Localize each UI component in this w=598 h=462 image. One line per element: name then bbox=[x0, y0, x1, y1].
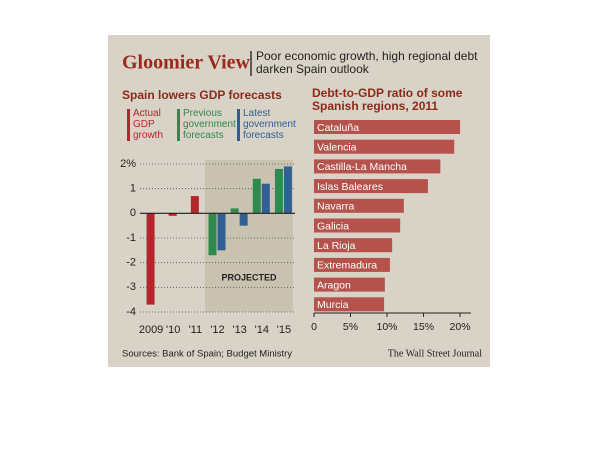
x-tick-label: 15% bbox=[413, 321, 434, 333]
x-tick-label: '15 bbox=[277, 324, 291, 336]
bar bbox=[314, 277, 385, 292]
y-tick-label: -4 bbox=[126, 306, 136, 318]
category-label: Galicia bbox=[317, 220, 349, 232]
x-tick-label: 0 bbox=[311, 321, 317, 333]
y-tick-label: -2 bbox=[126, 257, 136, 269]
chart-title: Debt-to-GDP ratio of some Spanish region… bbox=[312, 86, 463, 114]
credit: The Wall Street Journal bbox=[388, 348, 482, 359]
subtitle: Poor economic growth, high regional debt… bbox=[256, 49, 478, 77]
legend-swatch bbox=[127, 109, 130, 141]
category-label: Navarra bbox=[317, 201, 355, 213]
bar bbox=[314, 238, 393, 253]
bar bbox=[314, 159, 441, 174]
title: Gloomier View bbox=[122, 52, 250, 74]
x-tick-label: '11 bbox=[189, 324, 203, 336]
x-tick-label: '12 bbox=[210, 324, 224, 336]
bar bbox=[314, 120, 461, 134]
bar bbox=[314, 198, 404, 213]
chart-title: Spain lowers GDP forecasts bbox=[122, 88, 282, 102]
bar bbox=[230, 208, 239, 214]
legend-label: Latest government forecasts bbox=[243, 108, 296, 141]
y-tick-label: -1 bbox=[126, 232, 136, 244]
x-tick-label: 10% bbox=[377, 321, 398, 333]
x-tick-label: '10 bbox=[166, 324, 180, 336]
bar bbox=[208, 213, 217, 256]
category-label: Cataluña bbox=[317, 122, 359, 134]
bar bbox=[314, 218, 401, 233]
source: Sources: Bank of Spain; Budget Ministry bbox=[122, 349, 292, 360]
bar bbox=[314, 179, 428, 194]
bar bbox=[314, 297, 385, 312]
bar bbox=[217, 213, 226, 251]
category-label: La Rioja bbox=[317, 240, 356, 252]
bar bbox=[168, 213, 177, 216]
legend-swatch bbox=[237, 109, 240, 141]
legend-label: Previous government forecasts bbox=[183, 108, 236, 141]
bar bbox=[239, 213, 248, 226]
category-label: Valencia bbox=[317, 141, 357, 153]
category-label: Castilla-La Mancha bbox=[317, 161, 407, 173]
x-tick-label: '13 bbox=[232, 324, 246, 336]
bar bbox=[314, 139, 455, 154]
x-tick-label: 2009 bbox=[139, 324, 163, 336]
y-tick-label: 0 bbox=[130, 207, 136, 219]
category-label: Murcia bbox=[317, 299, 349, 311]
legend-label: Actual GDP growth bbox=[133, 108, 164, 141]
legend-swatch bbox=[177, 109, 180, 141]
x-tick-label: '14 bbox=[255, 324, 269, 336]
y-tick-label: 1 bbox=[130, 183, 136, 195]
category-label: Extremadura bbox=[317, 260, 377, 272]
bar bbox=[190, 196, 199, 214]
bar bbox=[146, 213, 155, 305]
category-label: Islas Baleares bbox=[317, 181, 383, 193]
bar bbox=[261, 183, 270, 214]
panel bbox=[108, 35, 490, 367]
bar bbox=[274, 168, 283, 214]
bar bbox=[283, 166, 292, 214]
y-tick-label: -3 bbox=[126, 281, 136, 293]
annotation: PROJECTED bbox=[221, 272, 277, 282]
bar bbox=[314, 257, 390, 272]
category-label: Aragon bbox=[317, 279, 351, 291]
x-tick-label: 5% bbox=[343, 321, 358, 333]
bar bbox=[252, 178, 261, 214]
x-tick-label: 20% bbox=[450, 321, 471, 333]
y-tick-label: 2% bbox=[120, 158, 136, 170]
